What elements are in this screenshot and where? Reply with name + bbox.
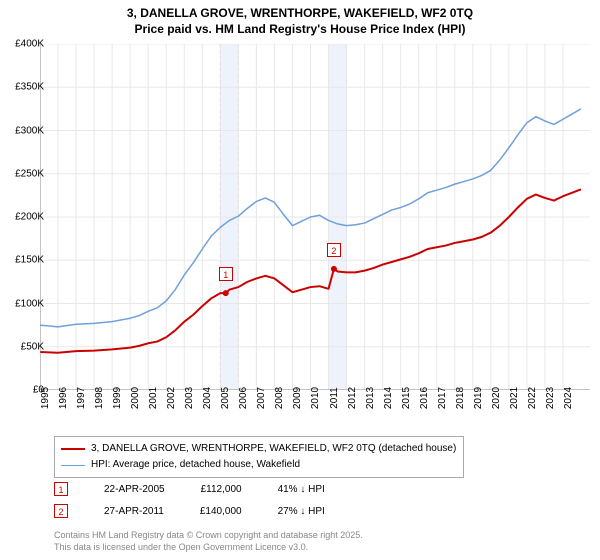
footer-license: This data is licensed under the Open Gov… bbox=[54, 542, 308, 554]
sale-row-1: 1 22-APR-2005 £112,000 41% ↓ HPI bbox=[54, 482, 325, 496]
y-tick-label: £350K bbox=[15, 82, 44, 93]
y-tick-label: £100K bbox=[15, 298, 44, 309]
x-tick-label: 2001 bbox=[148, 387, 159, 409]
y-tick-label: £50K bbox=[21, 341, 44, 352]
sale-marker-2: 2 bbox=[54, 504, 68, 518]
sale-price-2: £140,000 bbox=[200, 506, 242, 517]
y-tick-label: £250K bbox=[15, 168, 44, 179]
y-tick-label: £300K bbox=[15, 125, 44, 136]
legend-label-price-paid: 3, DANELLA GROVE, WRENTHORPE, WAKEFIELD,… bbox=[91, 441, 456, 457]
x-tick-label: 2022 bbox=[527, 387, 538, 409]
sale-delta-2: 27% ↓ HPI bbox=[278, 506, 325, 517]
x-tick-label: 1998 bbox=[94, 387, 105, 409]
sale-price-1: £112,000 bbox=[201, 484, 242, 495]
x-tick-label: 1999 bbox=[112, 387, 123, 409]
sale-row-2: 2 27-APR-2011 £140,000 27% ↓ HPI bbox=[54, 504, 325, 518]
x-tick-label: 2023 bbox=[545, 387, 556, 409]
legend-swatch-hpi bbox=[61, 465, 85, 466]
y-tick-label: £150K bbox=[15, 255, 44, 266]
legend-row-hpi: HPI: Average price, detached house, Wake… bbox=[61, 457, 457, 473]
legend-label-hpi: HPI: Average price, detached house, Wake… bbox=[91, 457, 300, 473]
x-tick-label: 2017 bbox=[437, 387, 448, 409]
y-tick-label: £400K bbox=[15, 39, 44, 50]
x-tick-label: 2013 bbox=[365, 387, 376, 409]
sale-delta-1: 41% ↓ HPI bbox=[278, 484, 325, 495]
legend-row-price-paid: 3, DANELLA GROVE, WRENTHORPE, WAKEFIELD,… bbox=[61, 441, 457, 457]
x-tick-label: 2010 bbox=[310, 387, 321, 409]
x-tick-label: 2019 bbox=[473, 387, 484, 409]
x-tick-label: 2024 bbox=[563, 387, 574, 409]
legend: 3, DANELLA GROVE, WRENTHORPE, WAKEFIELD,… bbox=[54, 436, 464, 478]
x-tick-label: 2020 bbox=[491, 387, 502, 409]
x-tick-label: 2004 bbox=[202, 387, 213, 409]
title-line-2: Price paid vs. HM Land Registry's House … bbox=[0, 22, 600, 38]
chart-title-block: 3, DANELLA GROVE, WRENTHORPE, WAKEFIELD,… bbox=[0, 0, 600, 37]
x-tick-label: 1997 bbox=[76, 387, 87, 409]
chart-area bbox=[40, 44, 590, 390]
x-tick-label: 2008 bbox=[274, 387, 285, 409]
x-tick-label: 2014 bbox=[383, 387, 394, 409]
chart-container: 3, DANELLA GROVE, WRENTHORPE, WAKEFIELD,… bbox=[0, 0, 600, 560]
x-tick-label: 2011 bbox=[329, 387, 340, 409]
x-tick-label: 1995 bbox=[40, 387, 51, 409]
sale-date-2: 27-APR-2011 bbox=[104, 506, 164, 517]
x-tick-label: 2016 bbox=[419, 387, 430, 409]
x-tick-label: 2006 bbox=[238, 387, 249, 409]
footer-copyright: Contains HM Land Registry data © Crown c… bbox=[54, 530, 363, 542]
chart-sale-marker: 2 bbox=[327, 243, 341, 257]
x-tick-label: 2000 bbox=[130, 387, 141, 409]
x-tick-label: 2015 bbox=[401, 387, 412, 409]
title-line-1: 3, DANELLA GROVE, WRENTHORPE, WAKEFIELD,… bbox=[0, 6, 600, 22]
x-tick-label: 2018 bbox=[455, 387, 466, 409]
x-tick-label: 2003 bbox=[184, 387, 195, 409]
chart-sale-marker: 1 bbox=[219, 267, 233, 281]
sale-date-1: 22-APR-2005 bbox=[104, 484, 165, 495]
y-tick-label: £200K bbox=[15, 212, 44, 223]
x-tick-label: 2021 bbox=[509, 387, 520, 409]
x-tick-label: 2002 bbox=[166, 387, 177, 409]
sale-marker-1: 1 bbox=[54, 482, 68, 496]
x-tick-label: 2012 bbox=[347, 387, 358, 409]
x-tick-label: 2005 bbox=[220, 387, 231, 409]
x-tick-label: 2009 bbox=[292, 387, 303, 409]
x-tick-label: 2007 bbox=[256, 387, 267, 409]
legend-swatch-price-paid bbox=[61, 448, 85, 450]
x-tick-label: 1996 bbox=[58, 387, 69, 409]
chart-svg bbox=[40, 44, 590, 390]
